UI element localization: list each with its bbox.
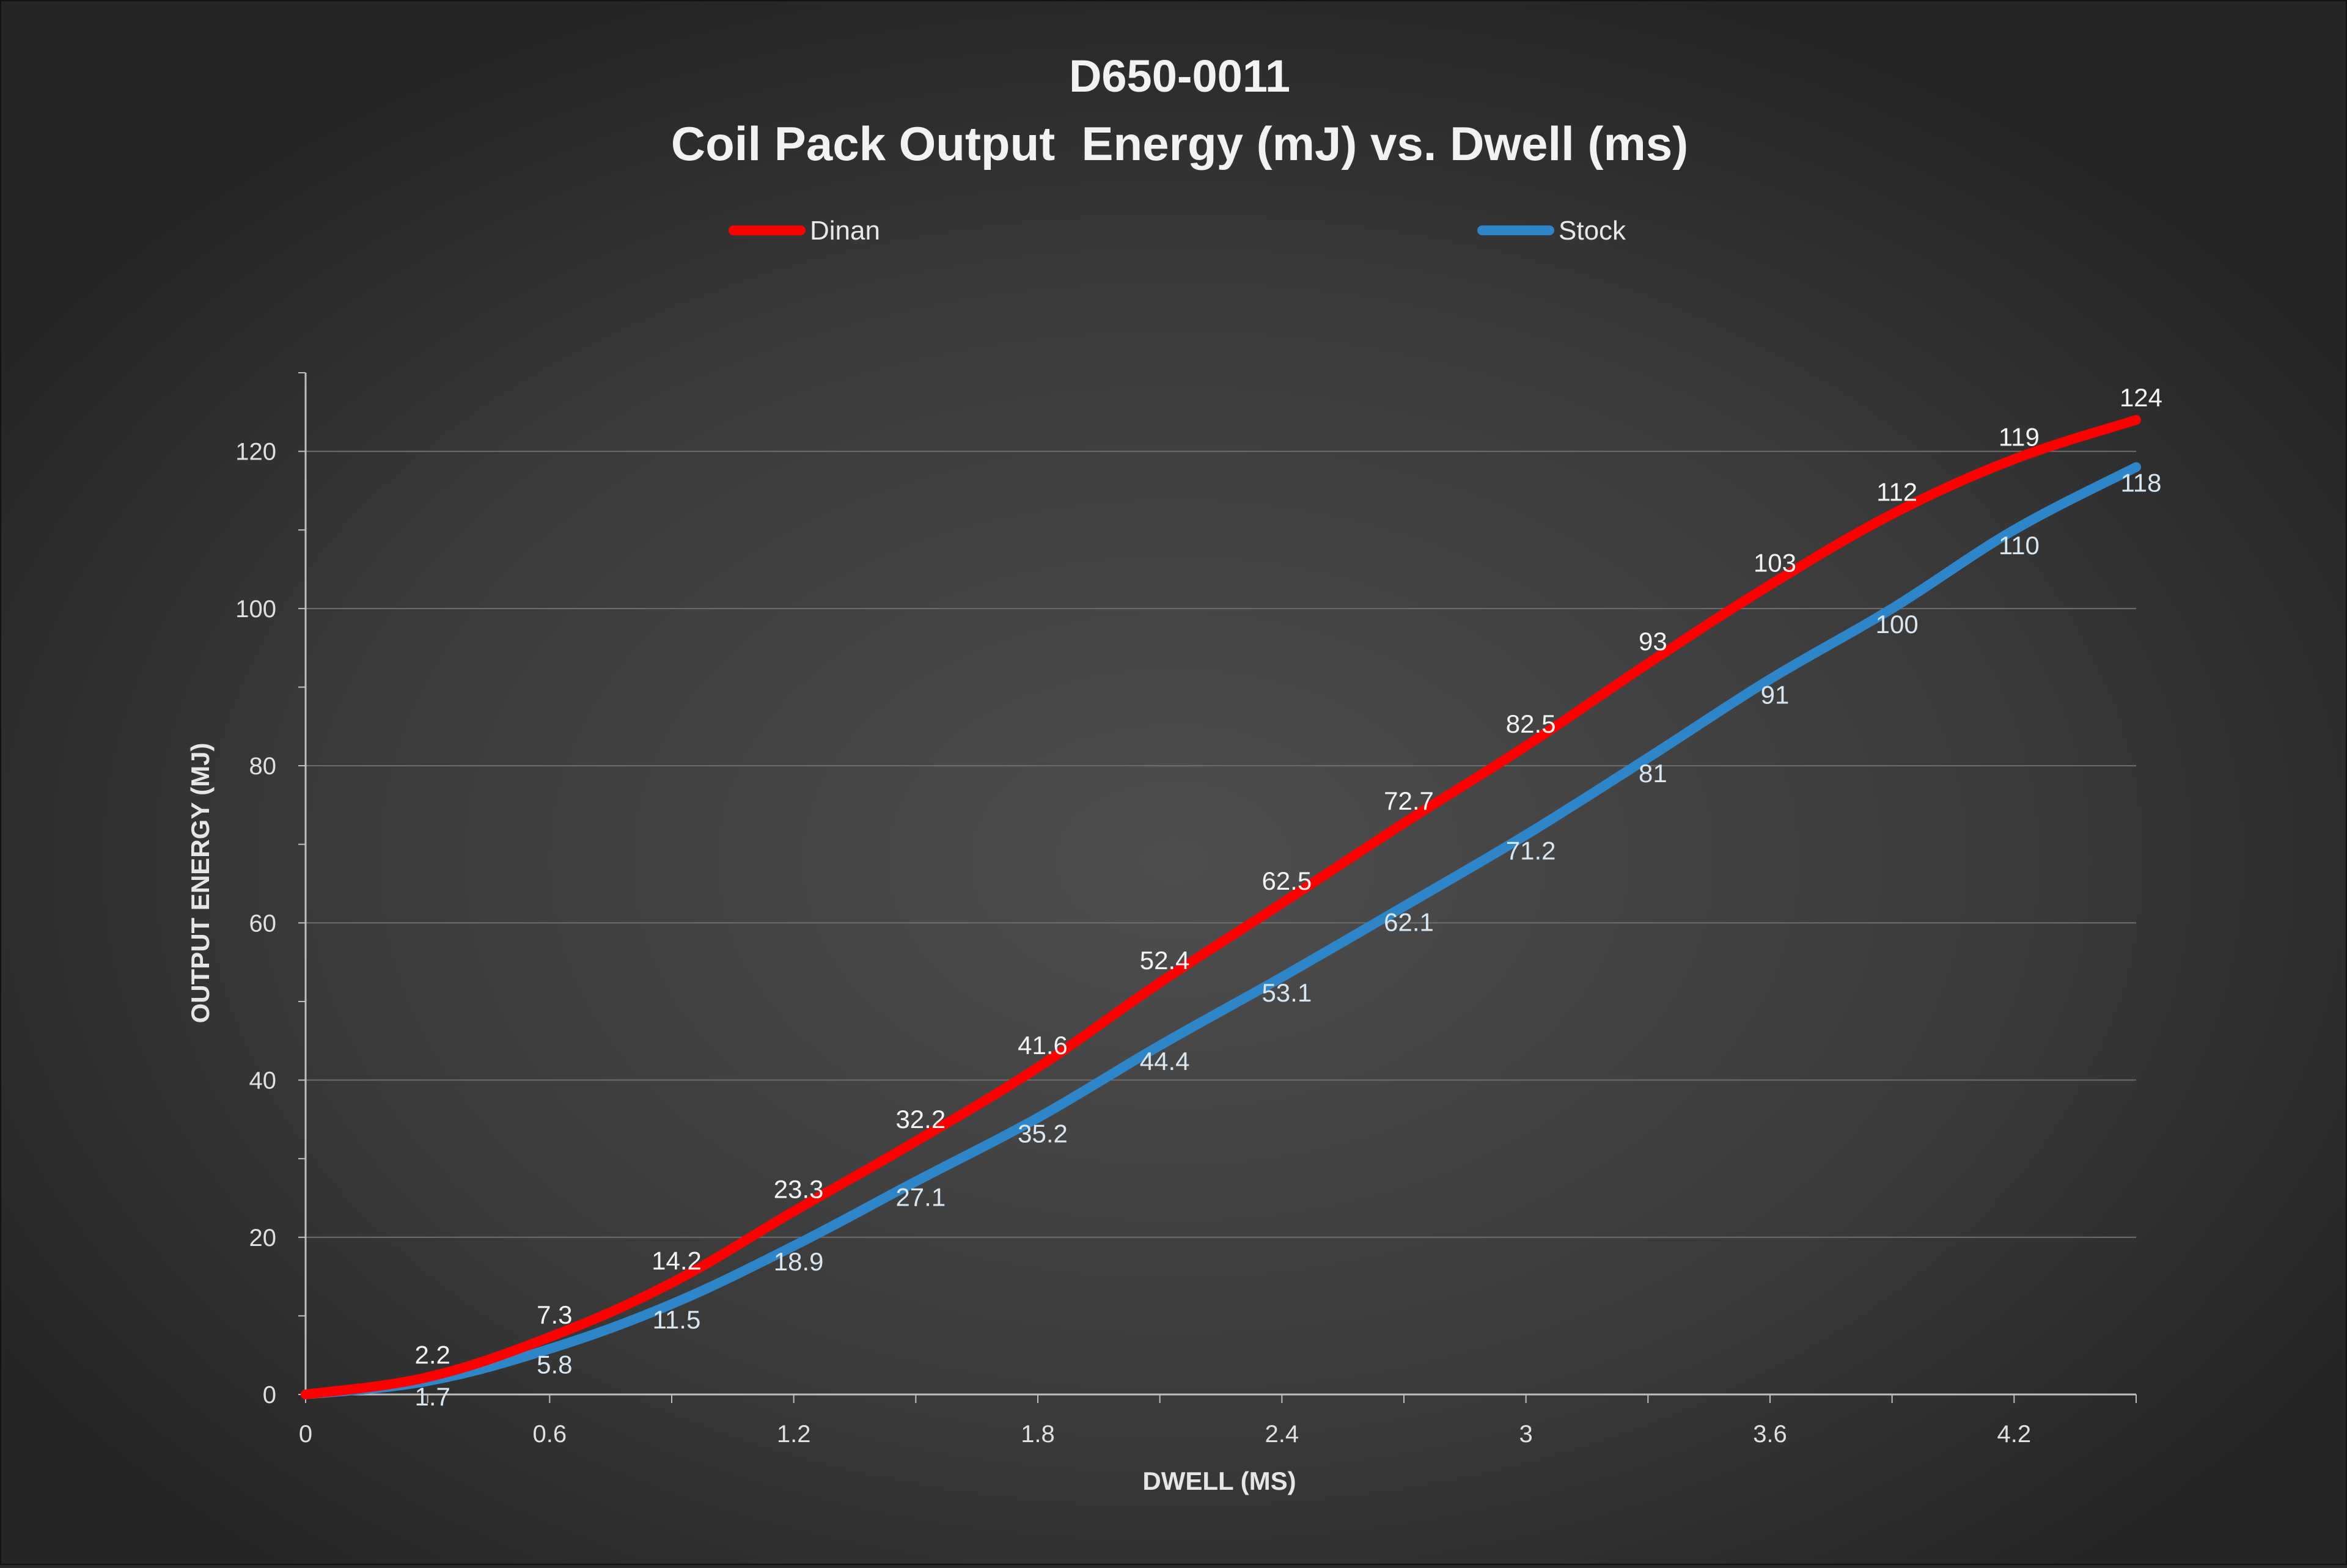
x-axis-label: DWELL (MS)	[1142, 1467, 1296, 1495]
data-label-dinan: 119	[1999, 422, 2040, 451]
data-label-stock: 100	[1876, 610, 1919, 639]
data-label-stock: 81	[1639, 759, 1667, 788]
data-label-dinan: 82.5	[1506, 709, 1556, 738]
x-tick-label: 3	[1519, 1421, 1533, 1448]
chart-subtitle: Coil Pack Output Energy (mJ) vs. Dwell (…	[671, 117, 1688, 170]
y-axis-label: OUTPUT ENERGY (MJ)	[186, 743, 215, 1024]
y-tick-label: 80	[249, 753, 277, 780]
series-line-stock	[301, 462, 2141, 1399]
x-tick-label: 0	[299, 1421, 312, 1448]
axes: 0 20 40 60 80 100 120 0 0.6 1.2 1.8 2.4 3 3.6 4.2	[235, 372, 2137, 1448]
data-label-stock: 35.2	[1018, 1119, 1068, 1148]
data-label-dinan: 41.6	[1018, 1031, 1068, 1060]
x-tick-label: 2.4	[1265, 1421, 1299, 1448]
data-label-dinan: 62.5	[1262, 866, 1312, 895]
data-label-stock: 27.1	[895, 1182, 946, 1211]
data-label-stock: 62.1	[1384, 907, 1434, 936]
legend-label-dinan: Dinan	[810, 216, 880, 246]
y-tick-label: 20	[249, 1225, 277, 1251]
x-tick-label: 0.6	[533, 1421, 567, 1448]
data-label-dinan: 112	[1876, 478, 1917, 507]
data-label-dinan: 32.2	[895, 1105, 946, 1134]
legend: Dinan Stock	[729, 216, 1626, 246]
data-label-dinan: 93	[1639, 627, 1667, 656]
series-layer	[301, 415, 2141, 1399]
series-line-dinan	[301, 415, 2141, 1399]
data-label-stock: 91	[1761, 681, 1790, 709]
y-tick-label: 40	[249, 1068, 277, 1094]
x-tick-label: 1.8	[1021, 1421, 1055, 1448]
data-label-stock: 18.9	[774, 1247, 824, 1276]
x-tick-label: 1.2	[777, 1421, 811, 1448]
data-label-dinan: 7.3	[537, 1300, 572, 1329]
x-tick-label: 3.6	[1753, 1421, 1787, 1448]
data-label-dinan: 14.2	[652, 1246, 702, 1275]
gridlines	[306, 450, 2136, 1238]
data-label-stock: 110	[1999, 531, 2040, 560]
data-label-stock: 1.7	[414, 1382, 450, 1411]
data-label-stock: 71.2	[1506, 836, 1556, 865]
x-tick-label: 4.2	[1997, 1421, 2032, 1448]
chart-title: D650-0011	[1069, 51, 1290, 101]
y-tick-label: 60	[249, 910, 277, 937]
legend-label-stock: Stock	[1559, 216, 1626, 246]
data-label-stock: 5.8	[537, 1350, 572, 1379]
data-label-stock: 53.1	[1262, 978, 1312, 1007]
data-label-dinan: 103	[1754, 548, 1796, 577]
data-labels: 2.2 7.3 14.2 23.3 32.2 41.6 52.4 62.5 72.7 82.5 93…	[414, 383, 2162, 1411]
data-label-dinan: 52.4	[1140, 946, 1190, 975]
y-tick-label: 120	[235, 439, 276, 466]
y-tick-label: 100	[235, 596, 276, 623]
y-tick-label: 0	[263, 1382, 276, 1409]
data-label-stock: 118	[2121, 468, 2162, 497]
data-label-dinan: 72.7	[1384, 786, 1434, 815]
data-label-dinan: 23.3	[774, 1174, 824, 1203]
data-label-stock: 44.4	[1140, 1047, 1190, 1075]
data-label-dinan: 2.2	[414, 1341, 450, 1369]
data-label-dinan: 124	[2120, 383, 2162, 412]
data-label-stock: 11.5	[653, 1305, 701, 1334]
